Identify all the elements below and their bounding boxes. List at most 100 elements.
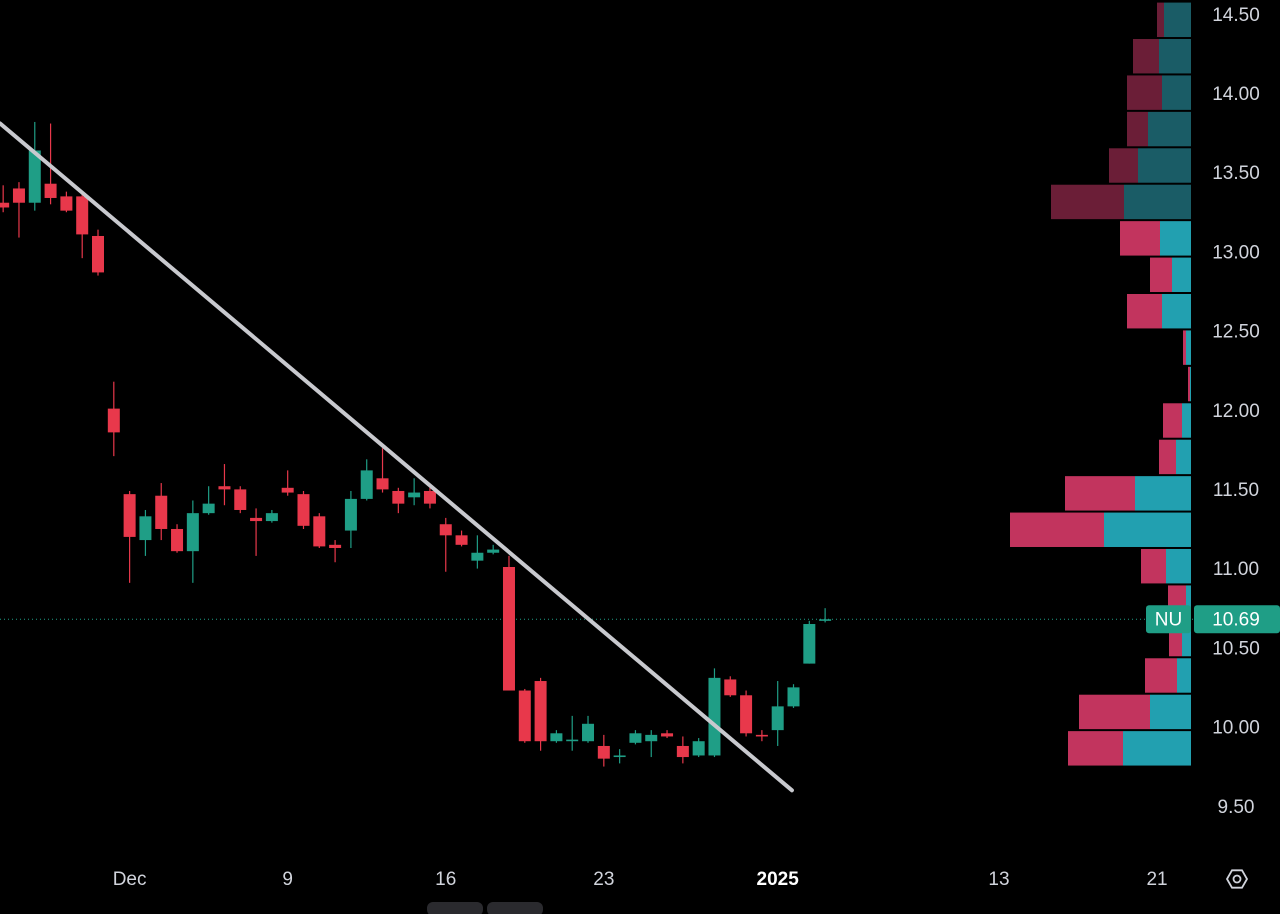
profile-buy	[1182, 621, 1191, 657]
profile-sell	[1159, 439, 1176, 475]
profile-sell	[1109, 148, 1138, 183]
candle-body	[313, 516, 326, 547]
price-tag-bg	[1194, 605, 1280, 634]
candle-body	[0, 202, 10, 208]
profile-buy	[1124, 184, 1191, 220]
candle-body	[376, 478, 389, 490]
profile-buy	[1176, 439, 1191, 475]
candle-body	[613, 755, 626, 758]
y-tick-label: 12.50	[1212, 322, 1260, 343]
candle-body	[281, 487, 294, 493]
profile-sell	[1127, 111, 1148, 147]
price-tag: 10.69	[1212, 609, 1260, 630]
x-tick-label: 21	[1146, 869, 1167, 890]
profile-sell	[1163, 403, 1182, 438]
profile-sell	[1079, 694, 1150, 730]
profile-sell	[1127, 75, 1162, 110]
candle-body	[819, 619, 832, 621]
symbol-tag: NU	[1155, 609, 1182, 630]
candle-body	[28, 150, 41, 203]
candle-body	[186, 513, 199, 552]
profile-sell	[1141, 548, 1166, 584]
y-tick-label: 13.50	[1212, 163, 1260, 184]
candle-body	[265, 513, 278, 522]
candle-body	[787, 687, 800, 707]
profile-buy	[1190, 366, 1191, 402]
profile-buy	[1135, 476, 1191, 511]
profile-sell	[1068, 731, 1123, 766]
profile-sell	[1188, 366, 1190, 402]
candle-body	[297, 494, 310, 526]
candle-body	[139, 516, 152, 541]
trendline	[0, 121, 794, 793]
profile-sell	[1150, 257, 1172, 293]
profile-sell	[1127, 294, 1162, 329]
x-tick-label: 16	[435, 869, 456, 890]
profile-sell	[1120, 221, 1160, 256]
candle-body	[344, 498, 357, 531]
profile-sell	[1051, 184, 1124, 220]
scroll-handle[interactable]	[427, 902, 483, 914]
profile-buy	[1164, 2, 1191, 38]
candle-body	[661, 733, 674, 737]
candle-body	[455, 535, 468, 545]
profile-sell	[1065, 476, 1135, 511]
profile-sell	[1145, 658, 1177, 693]
y-tick-label: 13.00	[1212, 242, 1260, 263]
candle-body	[12, 188, 25, 203]
profile-buy	[1162, 75, 1191, 110]
profile-buy	[1182, 403, 1191, 438]
y-tick-label: 11.50	[1213, 480, 1259, 501]
candle-body	[329, 544, 342, 548]
candle-body	[645, 734, 658, 742]
y-tick-label: 11.00	[1213, 559, 1259, 580]
scroll-handle[interactable]	[487, 902, 543, 914]
candle-body	[708, 677, 721, 756]
profile-buy	[1150, 694, 1191, 730]
x-tick-label: 2025	[757, 869, 800, 890]
candle-body	[550, 733, 563, 742]
candle-body	[218, 486, 231, 490]
x-tick-label: Dec	[113, 869, 147, 890]
candle-body	[629, 733, 642, 743]
profile-buy	[1186, 585, 1191, 620]
candle-body	[202, 503, 215, 514]
candle-body	[471, 552, 484, 561]
settings-icon[interactable]	[1225, 869, 1249, 889]
y-tick-label: 12.00	[1212, 401, 1260, 422]
candle-body	[92, 235, 105, 273]
profile-sell	[1157, 2, 1164, 38]
candle-body	[155, 495, 168, 529]
profile-buy	[1186, 330, 1191, 365]
y-tick-label: 14.00	[1212, 84, 1260, 105]
candle-body	[392, 490, 405, 504]
symbol-tag-bg	[1146, 605, 1191, 634]
candle-body	[755, 734, 768, 737]
profile-buy	[1159, 39, 1191, 74]
profile-buy	[1160, 221, 1191, 256]
candle-body	[250, 517, 263, 522]
y-tick-label: 9.50	[1218, 797, 1255, 818]
candle-body	[408, 492, 421, 498]
profile-buy	[1123, 731, 1191, 766]
profile-buy	[1166, 548, 1191, 584]
profile-buy	[1104, 512, 1191, 547]
candle-body	[740, 695, 753, 734]
candle-body	[676, 745, 689, 758]
candle-body	[44, 183, 57, 198]
candle-body	[803, 624, 816, 664]
profile-buy	[1148, 111, 1191, 147]
x-tick-label: 13	[988, 869, 1009, 890]
candle-body	[502, 566, 515, 691]
candle-body	[171, 528, 184, 552]
candle-body	[597, 745, 610, 759]
candle-body	[60, 196, 73, 211]
profile-buy	[1162, 294, 1191, 329]
y-tick-label: 10.50	[1212, 638, 1260, 659]
candle-body	[439, 524, 452, 536]
profile-sell	[1010, 512, 1104, 547]
candle-body	[123, 494, 136, 537]
x-tick-label: 9	[282, 869, 293, 890]
